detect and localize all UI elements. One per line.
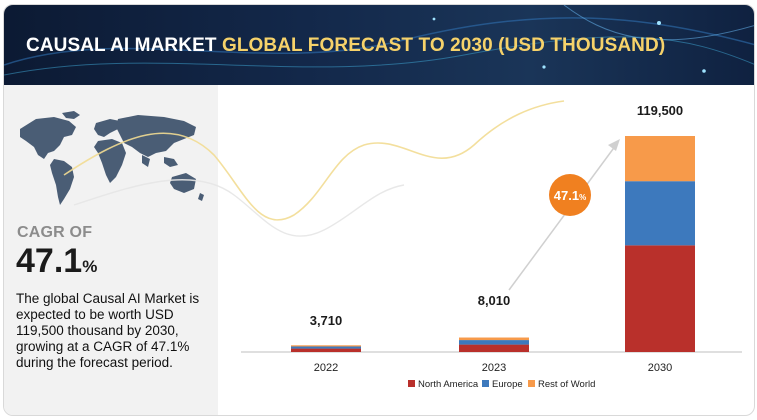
legend-label-europe: Europe — [492, 379, 523, 390]
world-map-icon — [20, 111, 204, 205]
legend-swatch-rest-of-world — [528, 380, 535, 387]
cagr-bubble — [549, 174, 591, 216]
legend-label-rest-of-world: Rest of World — [538, 379, 595, 390]
infographic-card: CAUSAL AI MARKET GLOBAL FORECAST TO 2030… — [3, 4, 755, 416]
bar-2022-north-america — [291, 348, 361, 352]
legend-swatch-north-america — [408, 380, 415, 387]
bar-2023-rest-of-world — [459, 337, 529, 341]
header-banner: CAUSAL AI MARKET GLOBAL FORECAST TO 2030… — [4, 5, 754, 85]
cagr-label: CAGR OF — [17, 224, 93, 241]
bar-2030-rest-of-world — [625, 136, 695, 182]
market-description: The global Causal AI Market is expected … — [16, 291, 200, 370]
total-label-2023: 8,010 — [478, 293, 511, 308]
cagr-unit: % — [82, 257, 98, 276]
bar-2023-north-america — [459, 344, 529, 352]
legend-swatch-europe — [482, 380, 489, 387]
growth-arrow-group: 47.1% — [508, 139, 620, 291]
cagr-value: 47.1% — [16, 242, 97, 281]
bar-2023-europe — [459, 340, 529, 345]
bar-2030-europe — [625, 181, 695, 246]
decorative-swoosh — [63, 100, 565, 237]
header-background-graphic — [4, 5, 754, 76]
total-label-2022: 3,710 — [310, 313, 343, 328]
growth-arrow-line — [508, 144, 617, 291]
legend: North America Europe Rest of World — [408, 379, 595, 390]
x-tick-label-2023: 2023 — [482, 362, 506, 374]
bars-group — [291, 136, 695, 352]
total-label-2030: 119,500 — [637, 103, 683, 118]
bar-2022-rest-of-world — [291, 345, 361, 347]
title-prefix: CAUSAL AI MARKET — [26, 35, 217, 56]
labels-group: 2022 2023 2030 3,710 8,010 119,500 — [310, 103, 683, 374]
summary-panel: CAGR OF 47.1% The global Causal AI Marke… — [4, 85, 218, 415]
chart-title: CAUSAL AI MARKET GLOBAL FORECAST TO 2030… — [26, 35, 665, 57]
cagr-bubble-label: 47.1% — [554, 188, 586, 203]
stacked-bar-chart: 2022 2023 2030 3,710 8,010 119,500 47.1% Nort… — [63, 100, 742, 390]
title-highlight: GLOBAL FORECAST TO 2030 (USD THOUSAND) — [221, 35, 666, 56]
growth-arrow-head — [608, 139, 620, 151]
x-tick-label-2022: 2022 — [314, 362, 338, 374]
legend-label-north-america: North America — [418, 379, 479, 390]
bar-2030-north-america — [625, 245, 695, 352]
bar-2022-europe — [291, 346, 361, 349]
x-tick-label-2030: 2030 — [648, 362, 672, 374]
cagr-number: 47.1 — [16, 242, 83, 280]
